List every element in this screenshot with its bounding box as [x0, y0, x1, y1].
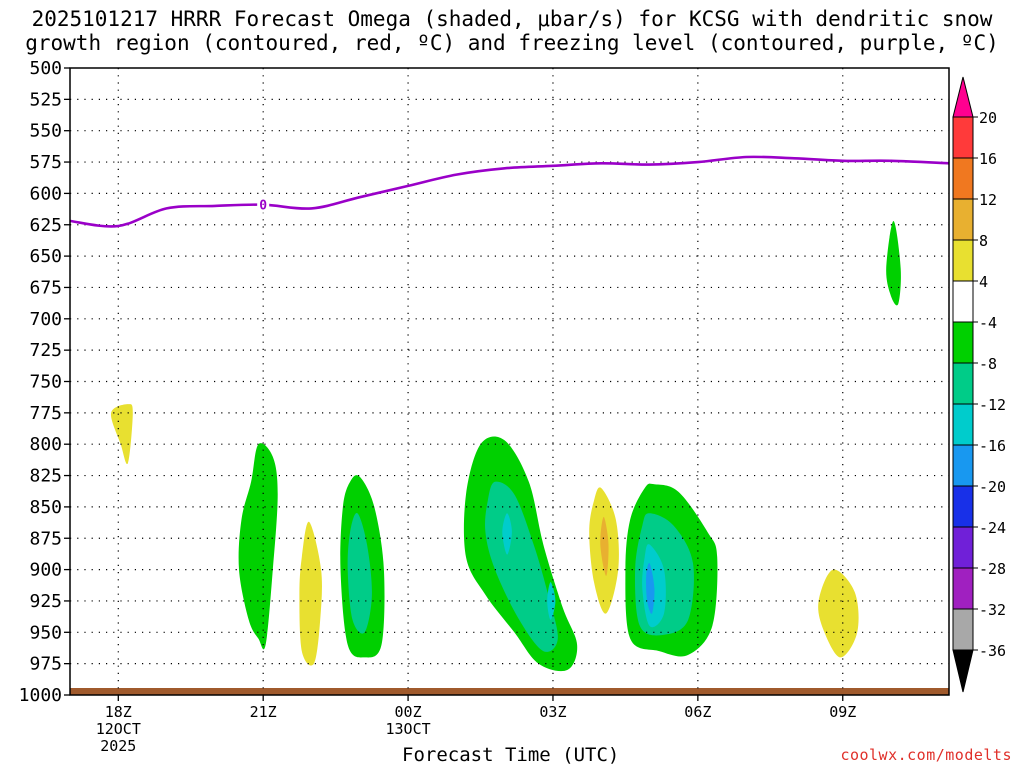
omega-region-2	[238, 443, 278, 650]
y-tick-label-925: 925	[29, 591, 62, 612]
y-tick-label-625: 625	[29, 215, 62, 236]
omega-shaded-regions	[110, 221, 901, 672]
colorbar-label-3: 8	[979, 232, 988, 250]
y-tick-label-975: 975	[29, 654, 62, 675]
chart-title-line-2: growth region (contoured, red, ºC) and f…	[25, 31, 999, 55]
x-tick-label-00Z: 00Z	[395, 703, 422, 721]
x-tick-date-18Z: 12OCT	[96, 720, 141, 738]
omega-region-9	[547, 582, 556, 620]
omega-region-1	[110, 404, 133, 465]
y-tick-label-950: 950	[29, 622, 62, 643]
y-tick-label-725: 725	[29, 340, 62, 361]
colorbar-segment-3	[952, 239, 974, 282]
y-tick-label-800: 800	[29, 434, 62, 455]
y-tick-label-875: 875	[29, 528, 62, 549]
omega-region-5	[347, 512, 372, 634]
colorbar-label-9: -20	[979, 478, 1006, 496]
colorbar-segment-6	[952, 362, 974, 405]
colorbar-segment-12	[952, 608, 974, 651]
colorbar-segment-11	[952, 567, 974, 610]
y-tick-label-750: 750	[29, 372, 62, 393]
colorbar-segment-0	[952, 116, 974, 159]
x-tick-year-18Z: 2025	[100, 737, 136, 755]
omega-region-8	[502, 513, 512, 555]
colorbar-segment-2	[952, 198, 974, 241]
y-tick-label-825: 825	[29, 466, 62, 487]
colorbar-bottom-arrow	[952, 649, 974, 693]
x-tick-date-00Z: 13OCT	[385, 720, 430, 738]
colorbar-label-2: 12	[979, 191, 997, 209]
x-tick-label-03Z: 03Z	[539, 703, 566, 721]
y-tick-label-700: 700	[29, 309, 62, 330]
freezing-level-label: 0	[259, 199, 267, 214]
colorbar-top-arrow	[952, 76, 974, 118]
colorbar-label-5: -4	[979, 314, 997, 332]
colorbar-label-10: -24	[979, 519, 1006, 537]
colorbar-label-11: -28	[979, 560, 1006, 578]
ground-surface	[70, 688, 949, 695]
colorbar: 20 16 12 8 4 -4 -8 -12 -16 -20 -24 -28 -32 -36	[952, 76, 1006, 693]
freezing-level-label-bg	[257, 196, 270, 213]
omega-region-16	[818, 569, 859, 658]
colorbar-label-8: -16	[979, 437, 1006, 455]
x-tick-label-09Z: 09Z	[829, 703, 856, 721]
omega-region-17	[886, 221, 901, 306]
colorbar-segment-4	[952, 280, 974, 323]
colorbar-segment-10	[952, 526, 974, 569]
colorbar-segment-9	[952, 485, 974, 528]
colorbar-label-7: -12	[979, 396, 1006, 414]
y-tick-label-650: 650	[29, 246, 62, 267]
colorbar-label-1: 16	[979, 150, 997, 168]
y-tick-label-500: 500	[29, 58, 62, 79]
x-tick-label-21Z: 21Z	[250, 703, 277, 721]
chart-title-line-1: 2025101217 HRRR Forecast Omega (shaded, …	[31, 7, 993, 31]
colorbar-label-13: -36	[979, 642, 1006, 660]
colorbar-segment-5	[952, 321, 974, 364]
colorbar-label-4: 4	[979, 273, 988, 291]
omega-region-15	[646, 562, 655, 614]
y-tick-label-600: 600	[29, 183, 62, 204]
y-tick-label-550: 550	[29, 121, 62, 142]
y-tick-label-900: 900	[29, 560, 62, 581]
omega-region-11	[600, 516, 609, 576]
colorbar-segment-8	[952, 444, 974, 487]
omega-region-3	[299, 521, 322, 666]
y-tick-label-1000: 1000	[19, 685, 62, 706]
y-tick-label-775: 775	[29, 403, 62, 424]
x-axis-label: Forecast Time (UTC)	[402, 744, 620, 766]
y-tick-label-525: 525	[29, 89, 62, 110]
gridlines	[70, 68, 949, 695]
freezing-level-line	[69, 155, 950, 228]
colorbar-segment-1	[952, 157, 974, 200]
colorbar-label-6: -8	[979, 355, 997, 373]
y-axis-ticks: 500 525 550 575 600 625 650 675 700 725 750 775 800 8…	[19, 58, 70, 706]
y-tick-label-575: 575	[29, 152, 62, 173]
colorbar-segment-7	[952, 403, 974, 446]
y-tick-label-675: 675	[29, 277, 62, 298]
x-tick-label-06Z: 06Z	[684, 703, 711, 721]
colorbar-label-0: 20	[979, 109, 997, 127]
y-tick-label-850: 850	[29, 497, 62, 518]
x-tick-label-18Z: 18Z	[105, 703, 132, 721]
credit-text: coolwx.com/modelts	[840, 746, 1012, 764]
colorbar-label-12: -32	[979, 601, 1006, 619]
